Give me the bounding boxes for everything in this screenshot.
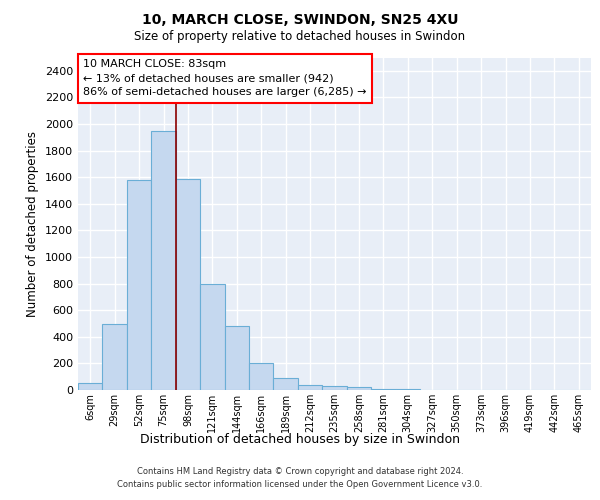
Text: Contains public sector information licensed under the Open Government Licence v3: Contains public sector information licen… (118, 480, 482, 489)
Bar (176, 178, 200, 390)
Bar (274, 378, 298, 390)
Text: Size of property relative to detached houses in Swindon: Size of property relative to detached ho… (134, 30, 466, 43)
Bar (78, 384, 103, 390)
Bar (151, 130, 176, 390)
Bar (298, 384, 322, 390)
Bar (347, 388, 371, 390)
Text: Distribution of detached houses by size in Swindon: Distribution of detached houses by size … (140, 432, 460, 446)
Bar (371, 388, 395, 390)
Text: 10 MARCH CLOSE: 83sqm
← 13% of detached houses are smaller (942)
86% of semi-det: 10 MARCH CLOSE: 83sqm ← 13% of detached … (83, 59, 367, 97)
Text: Contains HM Land Registry data © Crown copyright and database right 2024.: Contains HM Land Registry data © Crown c… (137, 468, 463, 476)
Text: 10, MARCH CLOSE, SWINDON, SN25 4XU: 10, MARCH CLOSE, SWINDON, SN25 4XU (142, 12, 458, 26)
Bar (224, 326, 249, 390)
Bar (249, 364, 274, 390)
Bar (322, 386, 347, 390)
Y-axis label: Number of detached properties: Number of detached properties (26, 130, 40, 317)
Bar (200, 284, 224, 390)
Bar (127, 180, 151, 390)
Bar (103, 324, 127, 390)
